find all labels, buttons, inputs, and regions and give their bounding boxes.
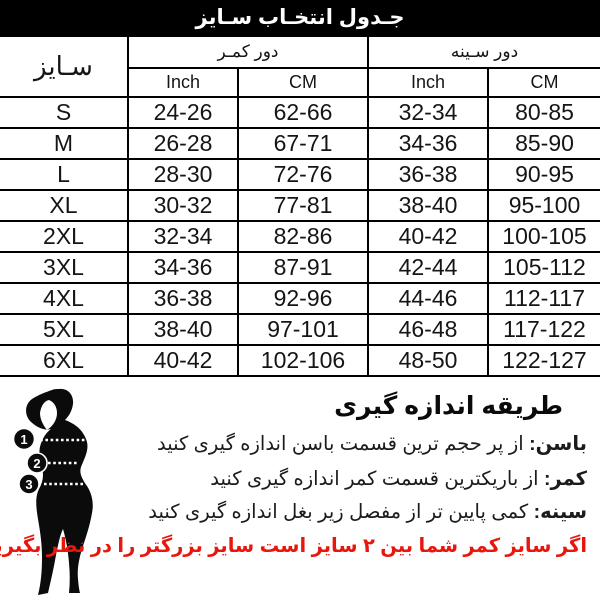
waist-inch-cell: 40-42 <box>127 344 239 377</box>
size-warning-note: اگر سایز کمر شما بین ۲ سایز است سایز بزر… <box>0 535 587 557</box>
instruction-chest: سینه: کمی پایین تر از مفصل زیر بغل انداز… <box>148 500 587 524</box>
waist-inch-cell: 28-30 <box>127 158 239 191</box>
size-cell: 3XL <box>0 251 129 284</box>
table-row: 5XL 38-40 97-101 46-48 117-122 <box>0 313 600 346</box>
size-cell: 4XL <box>0 282 129 315</box>
svg-text:2: 2 <box>33 456 40 471</box>
waist-inch-cell: 38-40 <box>127 313 239 346</box>
waist-cm-cell: 102-106 <box>237 344 369 377</box>
size-cell: S <box>0 96 129 129</box>
column-header-chest-cm: CM <box>487 67 600 98</box>
chest-inch-cell: 32-34 <box>367 96 489 129</box>
chest-cm-cell: 80-85 <box>487 96 600 129</box>
size-cell: M <box>0 127 129 160</box>
waist-cm-cell: 97-101 <box>237 313 369 346</box>
size-table: سـایز دور کمـر دور سـینه Inch CM Inch CM… <box>0 35 600 377</box>
table-row: S 24-26 62-66 32-34 80-85 <box>0 96 600 129</box>
waist-inch-cell: 24-26 <box>127 96 239 129</box>
marker-1-badge: 1 <box>12 427 36 451</box>
marker-3-badge: 3 <box>18 473 40 495</box>
size-cell: 6XL <box>0 344 129 377</box>
chest-inch-cell: 40-42 <box>367 220 489 253</box>
column-group-chest: دور سـینه <box>367 35 600 69</box>
svg-text:3: 3 <box>25 477 32 492</box>
size-cell: L <box>0 158 129 191</box>
waist-cm-cell: 77-81 <box>237 189 369 222</box>
chest-cm-cell: 85-90 <box>487 127 600 160</box>
waist-cm-cell: 72-76 <box>237 158 369 191</box>
instruction-waist-text: از باریکترین قسمت کمر اندازه گیری کنید <box>210 468 544 490</box>
measurement-figure-illustration: 1 2 3 <box>12 388 93 595</box>
table-row: 2XL 32-34 82-86 40-42 100-105 <box>0 220 600 253</box>
chest-cm-cell: 105-112 <box>487 251 600 284</box>
waist-inch-cell: 32-34 <box>127 220 239 253</box>
waist-inch-cell: 34-36 <box>127 251 239 284</box>
column-header-waist-cm: CM <box>237 67 369 98</box>
chest-inch-cell: 36-38 <box>367 158 489 191</box>
chest-cm-cell: 90-95 <box>487 158 600 191</box>
table-row: M 26-28 67-71 34-36 85-90 <box>0 127 600 160</box>
size-cell: 2XL <box>0 220 129 253</box>
table-row: 6XL 40-42 102-106 48-50 122-127 <box>0 344 600 377</box>
instruction-chest-text: کمی پایین تر از مفصل زیر بغل اندازه گیری… <box>148 501 534 523</box>
table-title-bar: جـدول انتخـاب سـایز <box>0 0 600 35</box>
table-row: L 28-30 72-76 36-38 90-95 <box>0 158 600 191</box>
waist-inch-cell: 30-32 <box>127 189 239 222</box>
chest-inch-cell: 38-40 <box>367 189 489 222</box>
measuring-guide-heading: طریقه اندازه گیری <box>334 392 563 420</box>
chest-inch-cell: 34-36 <box>367 127 489 160</box>
chest-cm-cell: 122-127 <box>487 344 600 377</box>
table-row: 4XL 36-38 92-96 44-46 112-117 <box>0 282 600 315</box>
chest-inch-cell: 46-48 <box>367 313 489 346</box>
column-header-size: سـایز <box>0 35 129 98</box>
waist-inch-cell: 26-28 <box>127 127 239 160</box>
chest-inch-cell: 48-50 <box>367 344 489 377</box>
svg-text:1: 1 <box>20 432 27 447</box>
instruction-chest-label: سینه: <box>533 501 587 523</box>
size-cell: XL <box>0 189 129 222</box>
waist-cm-cell: 92-96 <box>237 282 369 315</box>
waist-cm-cell: 82-86 <box>237 220 369 253</box>
waist-cm-cell: 67-71 <box>237 127 369 160</box>
marker-2-badge: 2 <box>26 452 48 474</box>
page-title: جـدول انتخـاب سـایز <box>195 6 405 29</box>
chest-cm-cell: 117-122 <box>487 313 600 346</box>
chest-cm-cell: 100-105 <box>487 220 600 253</box>
waist-cm-cell: 62-66 <box>237 96 369 129</box>
size-cell: 5XL <box>0 313 129 346</box>
chest-inch-cell: 42-44 <box>367 251 489 284</box>
chest-inch-cell: 44-46 <box>367 282 489 315</box>
column-header-waist-inch: Inch <box>127 67 239 98</box>
waist-cm-cell: 87-91 <box>237 251 369 284</box>
column-header-chest-inch: Inch <box>367 67 489 98</box>
instruction-waist-label: کمر: <box>543 468 587 490</box>
chest-cm-cell: 95-100 <box>487 189 600 222</box>
table-row: 3XL 34-36 87-91 42-44 105-112 <box>0 251 600 284</box>
instruction-hips-text: از پر حجم ترین قسمت باسن اندازه گیری کنی… <box>156 433 530 455</box>
waist-inch-cell: 36-38 <box>127 282 239 315</box>
column-group-waist: دور کمـر <box>127 35 369 69</box>
chest-cm-cell: 112-117 <box>487 282 600 315</box>
table-row: XL 30-32 77-81 38-40 95-100 <box>0 189 600 222</box>
instruction-hips-label: باسن: <box>529 433 587 455</box>
instruction-hips: باسن: از پر حجم ترین قسمت باسن اندازه گی… <box>157 432 587 456</box>
instruction-waist: کمر: از باریکترین قسمت کمر اندازه گیری ک… <box>210 467 587 491</box>
